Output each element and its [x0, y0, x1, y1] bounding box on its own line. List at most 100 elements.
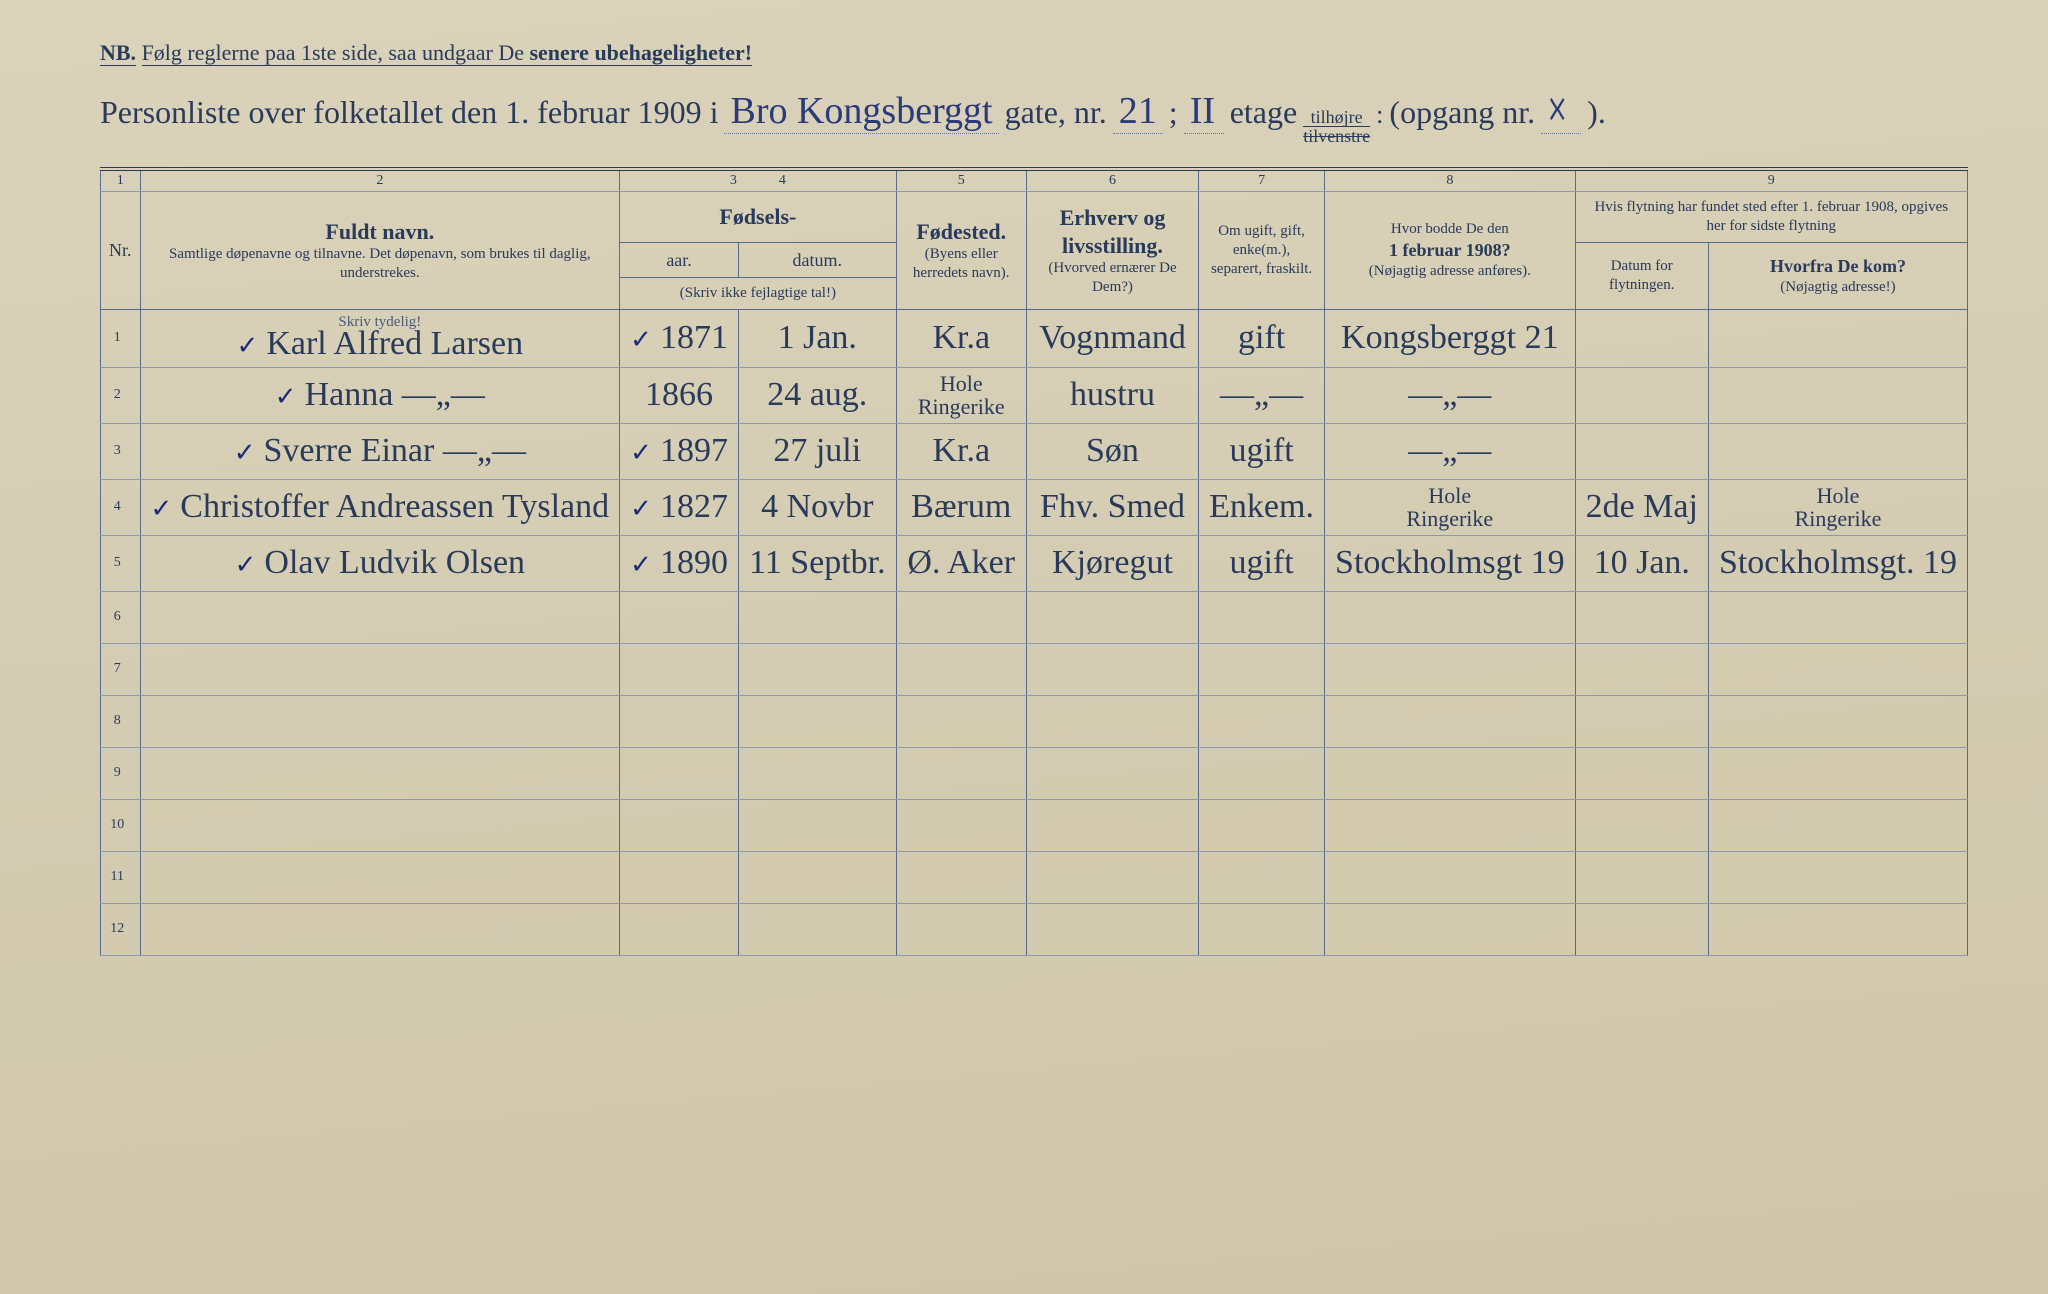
data-body: 1Skriv tydelig!Karl Alfred Larsen18711 J… — [101, 309, 1968, 591]
row-nr: 3 — [101, 423, 141, 479]
cell-addr1908: —„— — [1325, 423, 1576, 479]
side-top: tilhøjre — [1303, 108, 1370, 127]
cell-date: 4 Novbr — [738, 479, 896, 535]
cell-flyt-date: 2de Maj — [1575, 479, 1708, 535]
empty-body: 6789101112 — [101, 591, 1968, 955]
cell-flyt-from: HoleRingerike — [1708, 479, 1967, 535]
cell-flyt-date — [1575, 309, 1708, 367]
row-nr: 8 — [101, 695, 141, 747]
cell-name: Olav Ludvik Olsen — [140, 535, 620, 591]
cell-flyt-date — [1575, 367, 1708, 423]
etage-label: etage — [1230, 94, 1298, 131]
column-number-row: 1 2 3 4 5 6 7 8 9 — [101, 169, 1968, 192]
table-row: 2Hanna —„—186624 aug.HoleRingerikehustru… — [101, 367, 1968, 423]
cell-year: 1871 — [620, 309, 739, 367]
cell-status: ugift — [1199, 423, 1325, 479]
cell-status: ugift — [1199, 535, 1325, 591]
cell-flyt-from: Stockholmsgt. 19 — [1708, 535, 1967, 591]
cell-place: Bærum — [896, 479, 1026, 535]
opgang-nr: ☓ — [1541, 88, 1581, 134]
head-bodde: Hvor bodde De den 1 februar 1908? (Nøjag… — [1325, 192, 1576, 310]
cell-flyt-from — [1708, 367, 1967, 423]
table-row: 10 — [101, 799, 1968, 851]
cell-addr1908: Stockholmsgt 19 — [1325, 535, 1576, 591]
table-row: 7 — [101, 643, 1968, 695]
cell-year: 1890 — [620, 535, 739, 591]
cell-addr1908: HoleRingerike — [1325, 479, 1576, 535]
colnum-8: 8 — [1325, 169, 1576, 192]
cell-name: Hanna —„— — [140, 367, 620, 423]
cell-flyt-from — [1708, 309, 1967, 367]
cell-year: 1827 — [620, 479, 739, 535]
cell-flyt-from — [1708, 423, 1967, 479]
census-table: 1 2 3 4 5 6 7 8 9 Nr. Fuldt navn. Samtli… — [100, 167, 1968, 956]
cell-place: Kr.a — [896, 423, 1026, 479]
colnum-34: 3 4 — [620, 169, 896, 192]
cell-date: 27 juli — [738, 423, 896, 479]
opgang-label: (opgang nr. — [1389, 94, 1535, 131]
cell-occupation: Søn — [1026, 423, 1198, 479]
cell-place: Ø. Aker — [896, 535, 1026, 591]
head-name: Fuldt navn. Samtlige døpenavne og tilnav… — [140, 192, 620, 310]
cell-status: —„— — [1199, 367, 1325, 423]
cell-occupation: Vognmand — [1026, 309, 1198, 367]
cell-date: 11 Septbr. — [738, 535, 896, 591]
colnum-5: 5 — [896, 169, 1026, 192]
cell-year: 1866 — [620, 367, 739, 423]
colnum-6: 6 — [1026, 169, 1198, 192]
colnum-1: 1 — [101, 169, 141, 192]
header-row-1: Nr. Fuldt navn. Samtlige døpenavne og ti… — [101, 192, 1968, 243]
cell-name: Christoffer Andreassen Tysland — [140, 479, 620, 535]
colnum-9: 9 — [1575, 169, 1967, 192]
row-nr: 9 — [101, 747, 141, 799]
cell-status: Enkem. — [1199, 479, 1325, 535]
head-datum: datum. — [738, 242, 896, 278]
row-nr: 2 — [101, 367, 141, 423]
head-ugift: Om ugift, gift, enke(m.), separert, fras… — [1199, 192, 1325, 310]
house-nr: 21 — [1113, 89, 1163, 134]
table-row: 11 — [101, 851, 1968, 903]
cell-occupation: Fhv. Smed — [1026, 479, 1198, 535]
row-nr: 7 — [101, 643, 141, 695]
cell-occupation: Kjøregut — [1026, 535, 1198, 591]
cell-addr1908: Kongsberggt 21 — [1325, 309, 1576, 367]
colnum-2: 2 — [140, 169, 620, 192]
gate-label: gate, nr. — [1005, 94, 1107, 131]
title-line: Personliste over folketallet den 1. febr… — [100, 88, 1968, 145]
nb-emphasis: senere ubehageligheter! — [529, 40, 752, 66]
nb-text: Følg reglerne paa 1ste side, saa undgaar… — [142, 40, 530, 66]
row-nr: 1 — [101, 309, 141, 367]
head-flyt-datum: Datum for flytningen. — [1575, 242, 1708, 309]
table-row: 12 — [101, 903, 1968, 955]
table-row: 6 — [101, 591, 1968, 643]
table-row: 5Olav Ludvik Olsen189011 Septbr.Ø. AkerK… — [101, 535, 1968, 591]
head-fodested: Fødested. (Byens eller herredets navn). — [896, 192, 1026, 310]
table-row: 3Sverre Einar —„—189727 juliKr.aSønugift… — [101, 423, 1968, 479]
head-aar: aar. — [620, 242, 739, 278]
side-bottom: tilvenstre — [1303, 127, 1370, 145]
cell-year: 1897 — [620, 423, 739, 479]
floor-nr: II — [1184, 89, 1224, 134]
head-flyt-hvorfra: Hvorfra De kom? (Nøjagtig adresse!) — [1708, 242, 1967, 309]
head-nr: Nr. — [101, 192, 141, 310]
title-semicolon: ; — [1169, 94, 1178, 131]
row-nr: 4 — [101, 479, 141, 535]
cell-place: Kr.a — [896, 309, 1026, 367]
row-nr: 12 — [101, 903, 141, 955]
cell-date: 1 Jan. — [738, 309, 896, 367]
row-nr: 11 — [101, 851, 141, 903]
row-nr: 10 — [101, 799, 141, 851]
nb-label: NB. — [100, 40, 136, 66]
head-aar-sub: (Skriv ikke fejlagtige tal!) — [620, 278, 896, 310]
head-flytning: Hvis flytning har fundet sted efter 1. f… — [1575, 192, 1967, 243]
street-fill: Bro Kongsberggt — [724, 89, 998, 134]
table-row: 8 — [101, 695, 1968, 747]
table-row: 4Christoffer Andreassen Tysland18274 Nov… — [101, 479, 1968, 535]
row-nr: 6 — [101, 591, 141, 643]
side-fraction: tilhøjre tilvenstre — [1303, 108, 1370, 145]
cell-flyt-date: 10 Jan. — [1575, 535, 1708, 591]
row-nr: 5 — [101, 535, 141, 591]
colnum-7: 7 — [1199, 169, 1325, 192]
cell-name: Sverre Einar —„— — [140, 423, 620, 479]
table-row: 1Skriv tydelig!Karl Alfred Larsen18711 J… — [101, 309, 1968, 367]
